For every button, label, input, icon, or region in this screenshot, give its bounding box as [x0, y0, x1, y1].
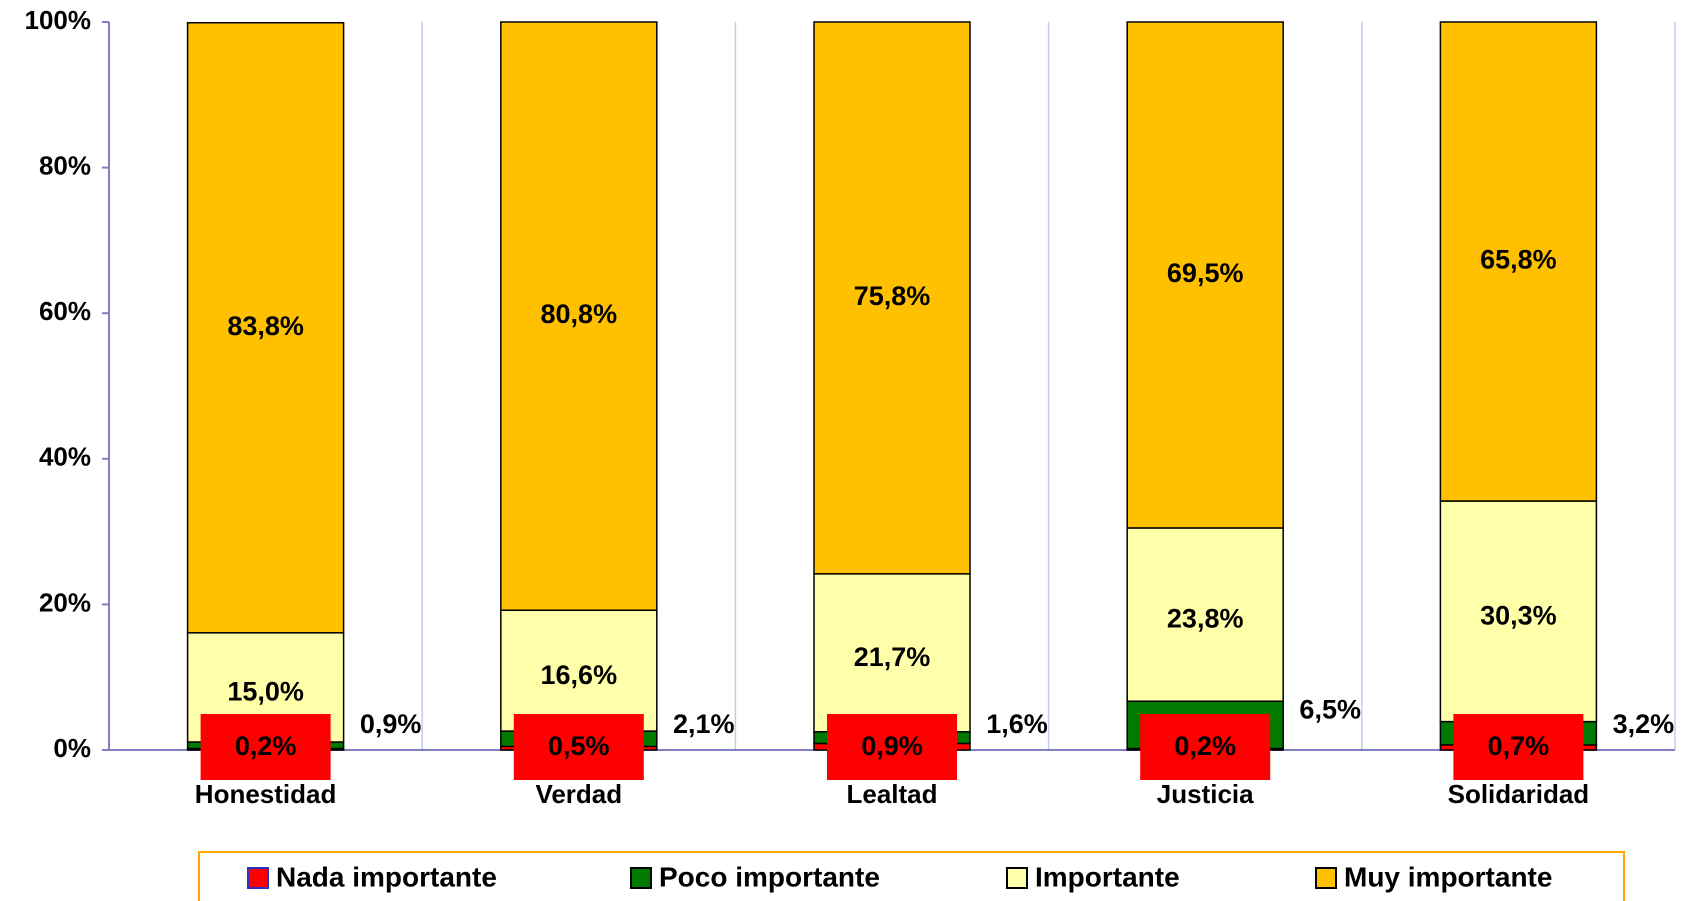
x-tick-label: Solidaridad — [1448, 779, 1590, 809]
legend-marker — [630, 867, 652, 889]
bar-segment — [813, 573, 971, 733]
data-label: 83,8% — [227, 311, 304, 341]
data-label: 16,6% — [541, 660, 618, 690]
legend-marker — [247, 867, 269, 889]
data-label: 3,2% — [1613, 709, 1675, 739]
label-box — [200, 714, 331, 780]
data-label: 23,8% — [1167, 604, 1244, 634]
label-box — [827, 714, 957, 780]
data-label: 0,2% — [1174, 731, 1236, 761]
y-tick-label: 60% — [39, 296, 91, 326]
x-tick-label: Honestidad — [195, 779, 337, 809]
data-label: 30,3% — [1480, 600, 1557, 630]
data-label: 0,9% — [360, 709, 422, 739]
legend-label: Nada importante — [276, 861, 497, 892]
bar-segment — [500, 609, 658, 732]
bar-segment — [1439, 21, 1598, 502]
data-label: 21,7% — [854, 642, 931, 672]
label-box — [513, 714, 644, 780]
data-label: 0,9% — [861, 731, 923, 761]
y-tick-label: 80% — [39, 150, 91, 180]
data-label: 69,5% — [1167, 258, 1244, 288]
data-label: 15,0% — [227, 677, 304, 707]
label-box — [1140, 714, 1271, 780]
bar-segment — [1126, 527, 1284, 702]
x-tick-label: Lealtad — [846, 779, 937, 809]
bar-segment — [813, 21, 971, 575]
data-label: 0,7% — [1488, 731, 1550, 761]
legend-label: Importante — [1035, 861, 1180, 892]
bar-segment — [1126, 21, 1284, 529]
y-tick-label: 100% — [25, 5, 92, 35]
legend-label: Poco importante — [659, 861, 880, 892]
data-label: 1,6% — [986, 709, 1048, 739]
data-label: 0,2% — [235, 731, 297, 761]
x-tick-label: Justicia — [1157, 779, 1254, 809]
legend-box — [198, 851, 1625, 901]
label-box — [1453, 714, 1584, 780]
x-tick-label: Verdad — [535, 779, 622, 809]
y-tick-label: 20% — [39, 587, 91, 617]
legend-marker — [1315, 867, 1337, 889]
legend-label: Muy importante — [1344, 861, 1552, 892]
legend-marker — [1006, 867, 1028, 889]
bar-segment — [186, 21, 345, 634]
bar-segment — [1439, 500, 1598, 723]
data-label: 0,5% — [548, 731, 610, 761]
y-tick-label: 0% — [53, 733, 91, 763]
bar-segment — [500, 21, 658, 611]
data-label: 75,8% — [854, 281, 931, 311]
data-label: 6,5% — [1299, 694, 1361, 724]
data-label: 80,8% — [541, 299, 618, 329]
y-tick-label: 40% — [39, 442, 91, 472]
data-label: 65,8% — [1480, 245, 1557, 275]
data-label: 2,1% — [673, 709, 735, 739]
